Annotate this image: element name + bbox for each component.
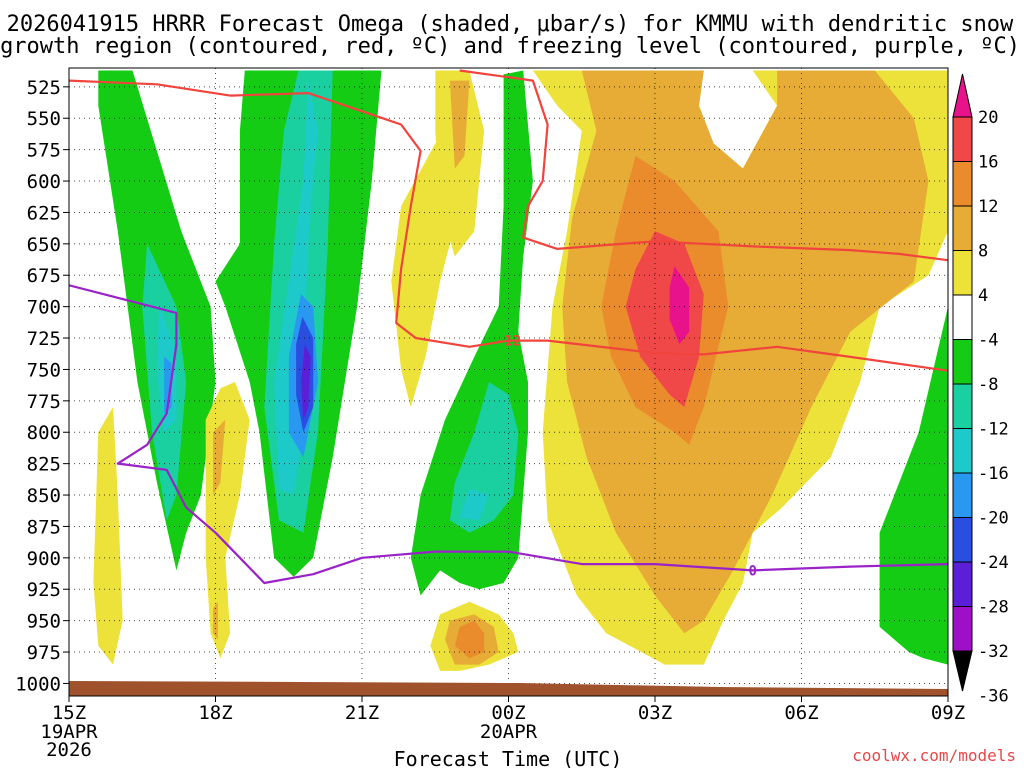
ytick-label-1000: 1000	[15, 673, 61, 695]
colorbar-arrow-bottom	[952, 650, 973, 692]
omega-shading	[93, 70, 948, 671]
colorbar-bin-white	[952, 294, 973, 340]
ytick-label-550: 550	[27, 108, 61, 130]
colorbar-label-11: -28	[978, 598, 1009, 618]
omega-region-yellow	[435, 70, 485, 257]
xtick-label-15Z: 15Z	[52, 702, 86, 724]
xtick-label-06Z: 06Z	[784, 702, 818, 724]
omega-region-lightorange	[213, 601, 218, 640]
chart-subtitle: growth region (contoured, red, ºC) and f…	[0, 34, 1020, 59]
omega-region-yellow	[93, 407, 123, 665]
ytick-label-825: 825	[27, 454, 61, 476]
colorbar-label-9: -20	[978, 509, 1009, 529]
contours: -12 0	[69, 69, 948, 585]
colorbar-label-6: -8	[978, 375, 998, 395]
dgz-contour-minus12	[69, 79, 948, 372]
colorbar-label-2: 12	[978, 197, 998, 217]
colorbar-bin-purple	[952, 606, 973, 652]
colorbar-label-8: -16	[978, 464, 1009, 484]
ytick-label-775: 775	[27, 391, 61, 413]
omega-region-cyan	[459, 488, 489, 521]
colorbar-bin-teal	[952, 383, 973, 429]
xtick-label-00Z: 00Z	[491, 702, 525, 724]
colorbar-label-4: 4	[978, 286, 988, 306]
colorbar-bin-blue	[952, 472, 973, 518]
colorbar-bin-green	[952, 339, 973, 385]
xtick-label-03Z: 03Z	[638, 702, 672, 724]
xtick-date-00Z: 20APR	[480, 721, 538, 743]
colorbar-label-7: -12	[978, 420, 1009, 440]
ytick-label-975: 975	[27, 642, 61, 664]
omega-region-teal	[449, 382, 519, 533]
colorbar-bin-orange	[952, 161, 973, 207]
ytick-label-575: 575	[27, 140, 61, 162]
ytick-label-700: 700	[27, 297, 61, 319]
chart-title: 2026041915 HRRR Forecast Omega (shaded, …	[7, 12, 1014, 37]
x-axis-label: Forecast Time (UTC)	[394, 747, 623, 768]
dgz-contour-upper	[459, 69, 948, 262]
xtick-year-15Z: 2026	[46, 739, 92, 761]
colorbar-label-3: 8	[978, 242, 988, 262]
colorbar-bin-red	[952, 116, 973, 162]
ytick-label-800: 800	[27, 422, 61, 444]
ytick-label-850: 850	[27, 485, 61, 507]
colorbar-label-1: 16	[978, 153, 998, 173]
ytick-label-725: 725	[27, 328, 61, 350]
xtick-label-18Z: 18Z	[198, 702, 232, 724]
ground-surface	[69, 681, 948, 696]
colorbar-label-5: -4	[978, 331, 998, 351]
omega-region-white	[699, 70, 778, 169]
ytick-label-900: 900	[27, 548, 61, 570]
colorbar-bin-yellow	[952, 250, 973, 296]
omega-region-magenta	[669, 266, 690, 345]
omega-region-green	[879, 306, 948, 665]
colorbar-bin-lightorange	[952, 205, 973, 251]
ytick-label-875: 875	[27, 516, 61, 538]
y-axis: 525 550 575 600 625 650 675 700 725 750 775 800 825 8…	[15, 77, 69, 695]
contour-label-0: -12	[496, 334, 521, 350]
omega-region-lightorange	[213, 419, 226, 495]
ytick-label-950: 950	[27, 611, 61, 633]
colorbar-bin-dkblue	[952, 517, 973, 563]
omega-region-indigo	[301, 344, 311, 420]
xtick-label-09Z: 09Z	[931, 702, 965, 724]
colorbar-label-0: 20	[978, 108, 998, 128]
contour-label-1: 0	[748, 563, 756, 579]
colorbar-bin-indigo	[952, 561, 973, 607]
colorbar-bin-cyan	[952, 428, 973, 474]
colorbar-label-10: -24	[978, 553, 1009, 573]
xtick-label-21Z: 21Z	[345, 702, 379, 724]
freezing-level-contour	[69, 284, 948, 585]
colorbar-arrow-top	[952, 73, 973, 118]
omega-region-lightorange	[449, 80, 470, 169]
xtick-date-15Z: 19APR	[40, 721, 98, 743]
plot-area: -12 0	[68, 67, 949, 697]
ytick-label-600: 600	[27, 171, 61, 193]
ytick-label-625: 625	[27, 202, 61, 224]
colorbar-label-12: -32	[978, 642, 1009, 662]
credit-label[interactable]: coolwx.com/models	[852, 746, 1016, 765]
ytick-label-750: 750	[27, 359, 61, 381]
ytick-label-650: 650	[27, 234, 61, 256]
colorbar-label-13: -36	[978, 687, 1009, 707]
ytick-label-675: 675	[27, 265, 61, 287]
colorbar: 20 16 12 8 4 -4 -8 -12 -16 -20 -24 -28 -32 -36	[952, 73, 1009, 707]
ytick-label-525: 525	[27, 77, 61, 99]
omega-region-orange	[454, 620, 485, 659]
ytick-label-925: 925	[27, 579, 61, 601]
